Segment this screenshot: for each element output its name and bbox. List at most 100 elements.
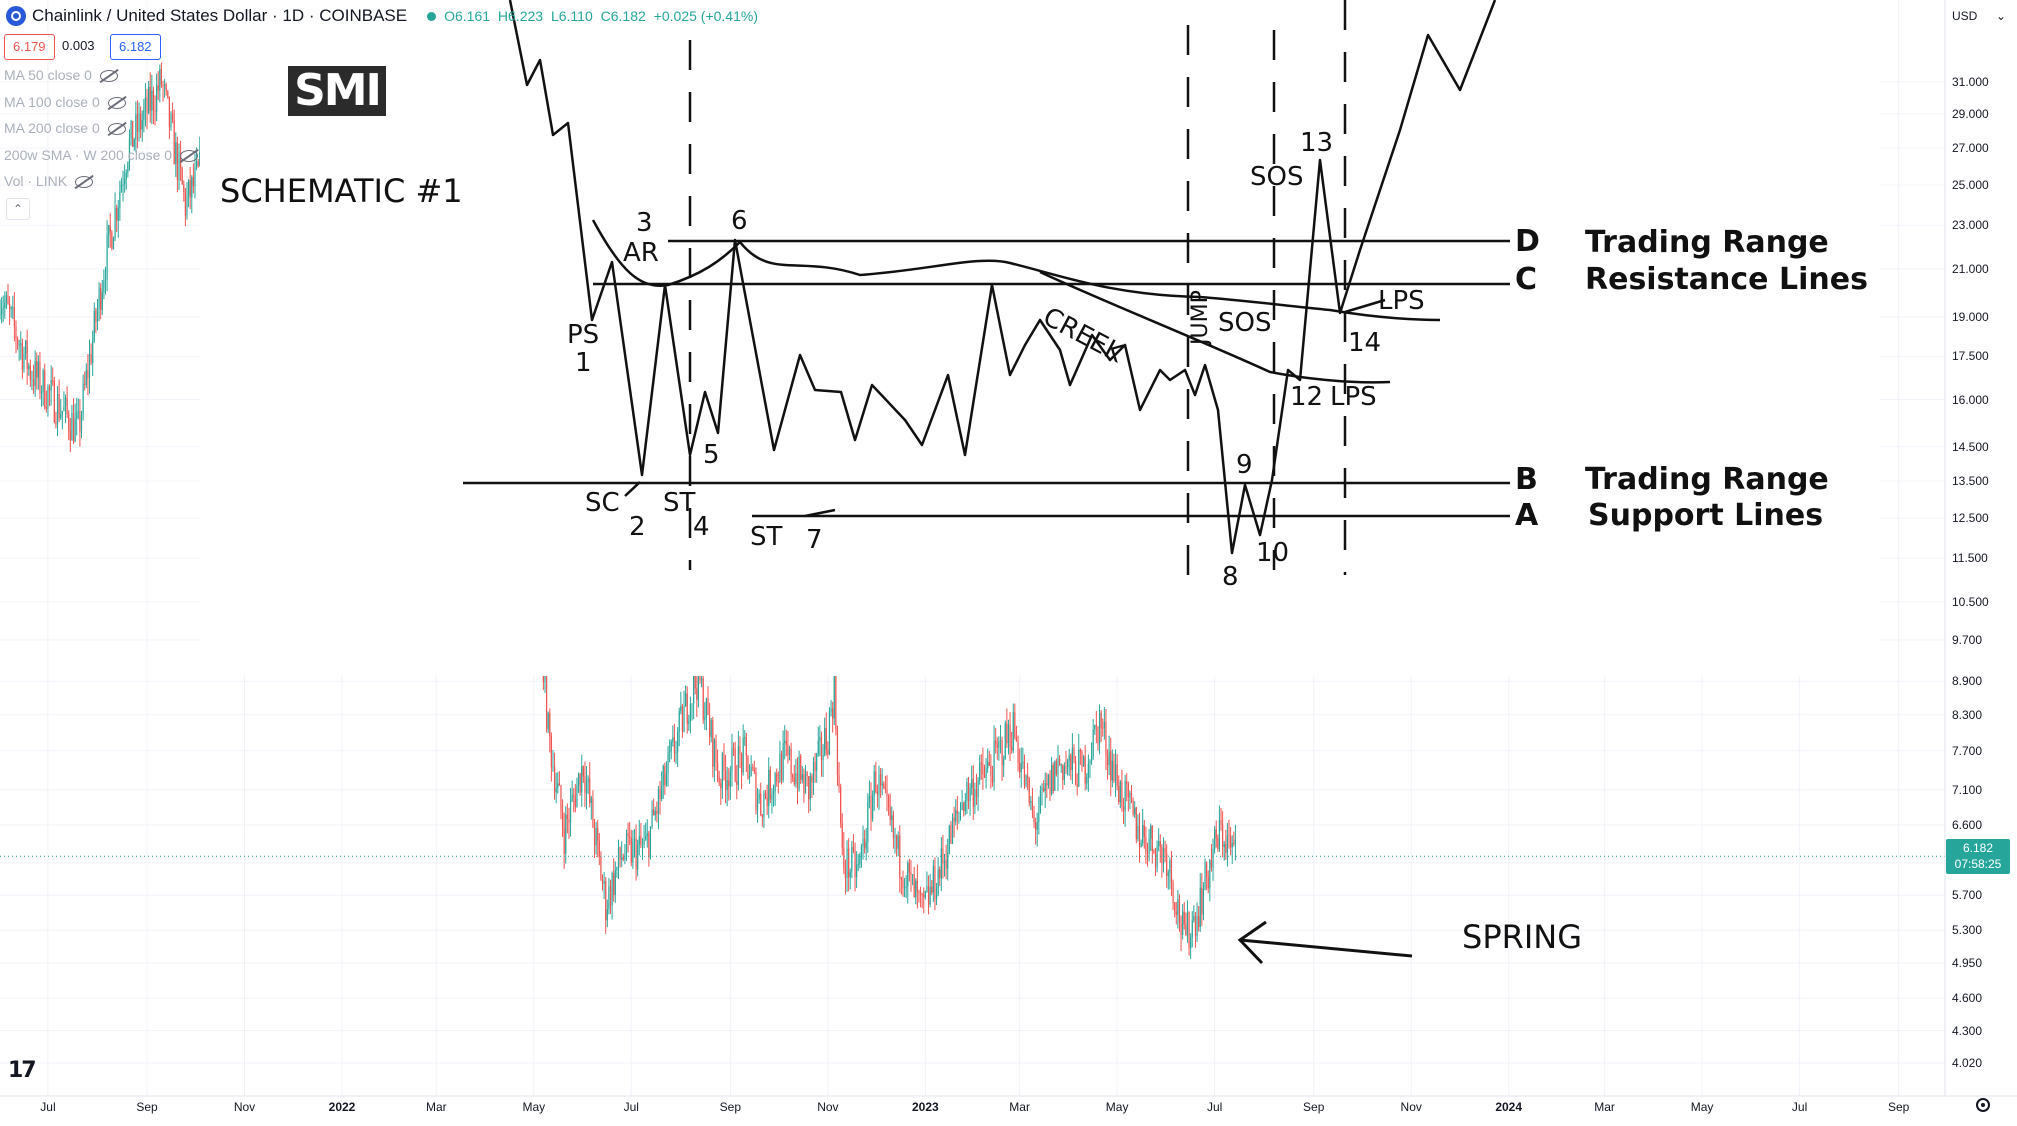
buy-price-box[interactable]: 6.182 bbox=[110, 34, 161, 60]
candle-body bbox=[160, 69, 163, 85]
candle-body bbox=[565, 814, 567, 854]
candle-body bbox=[87, 370, 89, 379]
candle-body bbox=[135, 114, 137, 140]
candle-body bbox=[736, 781, 738, 785]
candle-body bbox=[1119, 781, 1121, 802]
candle-body bbox=[40, 391, 43, 394]
candle-body bbox=[32, 379, 35, 387]
candle-body bbox=[168, 96, 171, 128]
candle-body bbox=[195, 161, 198, 167]
eye-hidden-icon[interactable] bbox=[180, 150, 199, 163]
candle-body bbox=[982, 763, 984, 775]
candle-body bbox=[782, 742, 784, 781]
candle-body bbox=[990, 765, 992, 776]
candle-body bbox=[740, 754, 743, 773]
indicator-ma200[interactable]: MA 200 close 0 bbox=[4, 120, 126, 136]
candle-body bbox=[926, 886, 928, 892]
candle-body bbox=[800, 756, 802, 780]
indicator-volume[interactable]: Vol · LINK bbox=[4, 173, 94, 189]
indicator-ma50[interactable]: MA 50 close 0 bbox=[4, 67, 118, 83]
candle-body bbox=[1103, 722, 1105, 728]
currency-select[interactable]: USD ⌄ bbox=[1952, 4, 2010, 28]
candle-body bbox=[1218, 819, 1221, 849]
candle-body bbox=[718, 777, 720, 784]
candle-body bbox=[1015, 737, 1018, 742]
candle-body bbox=[1190, 937, 1192, 949]
candle-body bbox=[876, 792, 879, 795]
candle-body bbox=[1137, 826, 1139, 840]
indicator-200w-sma[interactable]: 200w SMA · W 200 close 0 bbox=[4, 147, 199, 163]
candle-body bbox=[1011, 747, 1013, 751]
candle-body bbox=[659, 789, 661, 799]
candle-body bbox=[622, 857, 624, 860]
candle-body bbox=[130, 120, 132, 139]
candle-body bbox=[950, 825, 952, 844]
label-line-c: C bbox=[1515, 262, 1538, 297]
candle-body bbox=[560, 785, 562, 812]
candle-body bbox=[737, 746, 739, 785]
candle-body bbox=[577, 773, 580, 786]
eye-hidden-icon[interactable] bbox=[75, 176, 94, 189]
creek-curve bbox=[1039, 270, 1391, 384]
arrow-lps bbox=[1344, 298, 1386, 314]
candle-body bbox=[183, 184, 185, 192]
ohlc-values: O6.161 H6.223 L6.110 C6.182 +0.025 (+0.4… bbox=[444, 8, 758, 24]
candle-body bbox=[149, 86, 151, 111]
candle-body bbox=[1100, 712, 1102, 728]
candle-body bbox=[996, 744, 998, 748]
candle-body bbox=[804, 772, 807, 794]
candle-body bbox=[609, 886, 612, 906]
candle-body bbox=[841, 823, 843, 848]
candle-body bbox=[1122, 806, 1125, 812]
candle-body bbox=[1183, 911, 1185, 925]
candle-body bbox=[152, 90, 155, 111]
candle-body bbox=[860, 846, 863, 856]
candle-body bbox=[1052, 764, 1054, 791]
candle-body bbox=[1169, 860, 1171, 873]
candle-body bbox=[1135, 807, 1137, 840]
candle-body bbox=[816, 753, 818, 771]
eye-hidden-icon[interactable] bbox=[107, 97, 126, 110]
candle-body bbox=[808, 776, 810, 800]
candle-body bbox=[42, 370, 44, 392]
candle-body bbox=[645, 836, 647, 840]
label-line-d: D bbox=[1515, 224, 1540, 259]
candle-body bbox=[883, 783, 885, 788]
candle-body bbox=[593, 827, 596, 846]
candle-body bbox=[104, 279, 107, 281]
candle-body bbox=[1092, 729, 1094, 757]
eye-hidden-icon[interactable] bbox=[99, 70, 118, 83]
candle-body bbox=[784, 741, 786, 743]
collapse-indicators-button[interactable]: ⌃ bbox=[6, 198, 30, 220]
candle-body bbox=[1009, 724, 1011, 748]
eye-hidden-icon[interactable] bbox=[107, 123, 126, 136]
candle-body bbox=[1231, 842, 1233, 848]
candle-body bbox=[1047, 774, 1050, 786]
candle-body bbox=[8, 303, 11, 310]
candle-body bbox=[18, 344, 20, 346]
candle-body bbox=[156, 85, 158, 112]
symbol-title[interactable]: Chainlink / United States Dollar · 1D · … bbox=[32, 6, 408, 25]
smi-logo: SMI bbox=[288, 66, 386, 116]
tradingview-logo-icon[interactable]: 17 bbox=[8, 1058, 37, 1083]
candle-body bbox=[85, 370, 87, 385]
indicator-ma100[interactable]: MA 100 close 0 bbox=[4, 94, 126, 110]
candle-body bbox=[907, 862, 909, 887]
candle-body bbox=[1225, 843, 1227, 853]
candle-body bbox=[1111, 760, 1113, 781]
candle-body bbox=[814, 761, 816, 771]
candle-body bbox=[581, 766, 583, 793]
price-tick-label: 29.000 bbox=[1952, 106, 1989, 121]
candle-body bbox=[750, 767, 752, 776]
candle-body bbox=[677, 732, 679, 752]
candle-body bbox=[545, 664, 548, 730]
candle-body bbox=[704, 717, 706, 720]
candle-body bbox=[1038, 812, 1040, 823]
label-10: 10 bbox=[1256, 538, 1290, 568]
sell-price-box[interactable]: 6.179 bbox=[4, 34, 55, 60]
time-tick-label: Mar bbox=[1009, 1100, 1030, 1114]
candle-body bbox=[1228, 835, 1230, 837]
candle-body bbox=[93, 310, 95, 340]
settings-gear-icon[interactable] bbox=[1976, 1098, 1990, 1112]
